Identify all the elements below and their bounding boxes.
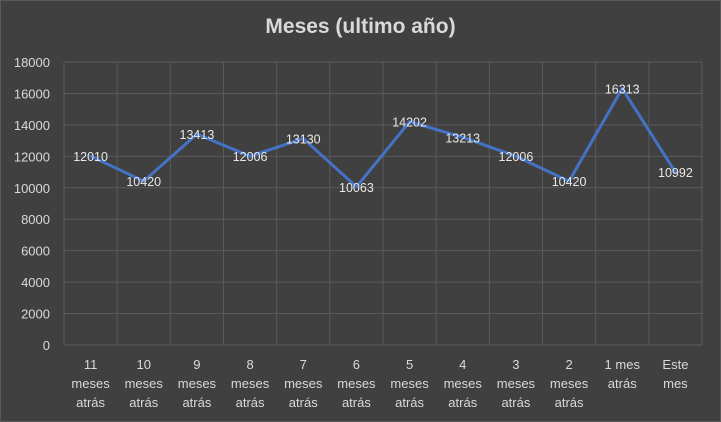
data-point (620, 87, 624, 91)
x-tick-label: Este mes (662, 357, 688, 391)
data-point (354, 185, 358, 189)
y-tick-label: 16000 (14, 86, 50, 101)
y-tick-label: 2000 (21, 307, 50, 322)
y-tick-label: 0 (43, 338, 50, 353)
x-tick-label: 1 mes atrás (605, 357, 641, 391)
x-tick-label: 2 meses atrás (550, 357, 589, 410)
y-tick-label: 8000 (21, 212, 50, 227)
chart-title: Meses (ultimo año) (265, 15, 456, 38)
data-point (408, 120, 412, 124)
data-point (461, 135, 465, 139)
x-tick-label: 11 meses atrás (71, 357, 110, 410)
series-line (89, 87, 677, 189)
data-label: 16313 (605, 83, 640, 97)
data-label: 10992 (658, 166, 693, 180)
y-tick-label: 10000 (14, 181, 50, 196)
data-point (567, 179, 571, 183)
x-tick-label: 6 meses atrás (337, 357, 376, 410)
data-point (248, 154, 252, 158)
y-tick-label: 12000 (14, 149, 50, 164)
x-tick-label: 3 meses atrás (497, 357, 536, 410)
data-label: 10420 (126, 175, 161, 189)
data-label: 10063 (339, 181, 374, 195)
x-tick-label: 10 meses atrás (125, 357, 164, 410)
data-label: 12006 (233, 150, 268, 164)
data-point (673, 170, 677, 174)
y-tick-label: 14000 (14, 118, 50, 133)
y-tick-label: 6000 (21, 244, 50, 259)
data-point (301, 137, 305, 141)
data-point (195, 132, 199, 136)
data-label: 13213 (445, 131, 480, 145)
data-label: 12010 (73, 150, 108, 164)
data-label: 13413 (180, 128, 215, 142)
data-label: 10420 (552, 175, 587, 189)
data-point (142, 179, 146, 183)
data-point (514, 154, 518, 158)
data-label: 12006 (499, 150, 534, 164)
x-tick-label: 5 meses atrás (390, 357, 429, 410)
gridlines (63, 61, 703, 346)
x-tick-label: 9 meses atrás (178, 357, 217, 410)
x-tick-label: 4 meses atrás (444, 357, 483, 410)
y-tick-label: 4000 (21, 275, 50, 290)
x-tick-label: 7 meses atrás (284, 357, 323, 410)
x-tick-label: 8 meses atrás (231, 357, 270, 410)
data-label: 14202 (392, 116, 427, 130)
data-label: 13130 (286, 133, 321, 147)
data-point (89, 154, 93, 158)
y-tick-label: 18000 (14, 55, 50, 70)
